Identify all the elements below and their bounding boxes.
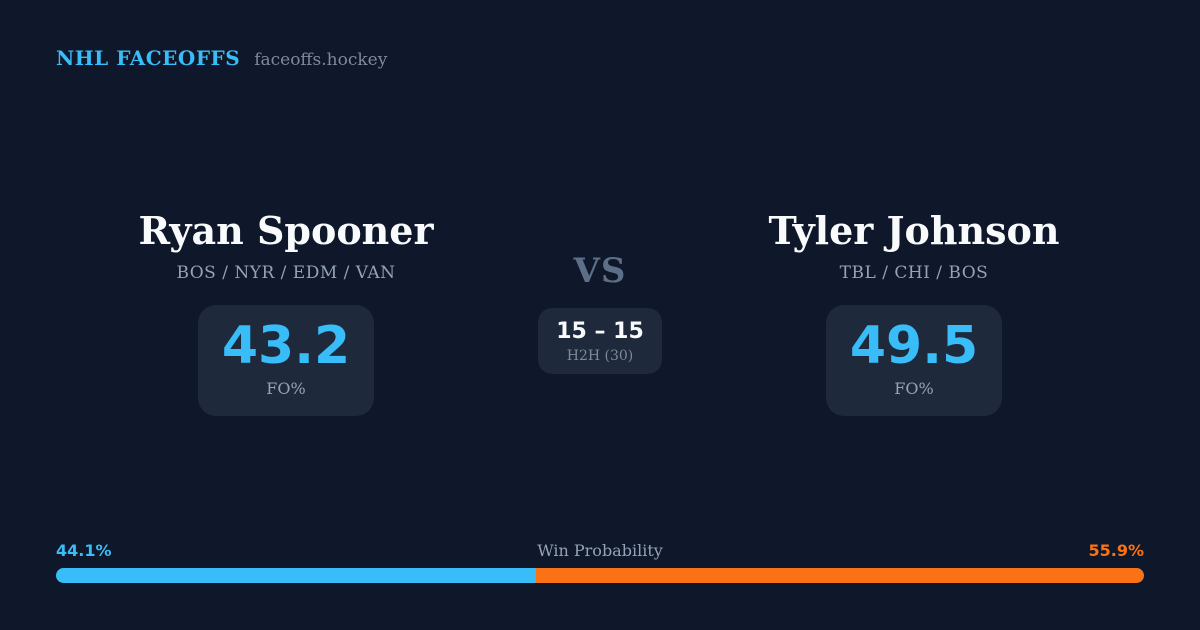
site-domain: faceoffs.hockey — [254, 50, 388, 70]
win-probability-bar — [56, 568, 1144, 583]
fo-label: FO% — [894, 378, 934, 398]
fo-value: 43.2 — [221, 315, 351, 376]
header: NHL FACEOFFS faceoffs.hockey — [56, 46, 387, 70]
player-teams: BOS / NYR / EDM / VAN — [176, 262, 396, 283]
fo-label: FO% — [266, 378, 306, 398]
win-probability-section: 44.1% Win Probability 55.9% — [56, 541, 1144, 583]
player-left: Ryan Spooner BOS / NYR / EDM / VAN 43.2 … — [56, 210, 516, 416]
player-name: Tyler Johnson — [768, 208, 1060, 253]
win-probability-left-pct: 44.1% — [56, 541, 112, 560]
matchup-center: VS 15 – 15 H2H (30) — [516, 210, 684, 375]
player-right: Tyler Johnson TBL / CHI / BOS 49.5 FO% — [684, 210, 1144, 416]
h2h-box: 15 – 15 H2H (30) — [538, 308, 662, 375]
player-name: Ryan Spooner — [138, 208, 434, 253]
h2h-label: H2H (30) — [566, 348, 634, 365]
vs-label: VS — [573, 251, 627, 291]
win-bar-right — [535, 568, 1144, 583]
player-teams: TBL / CHI / BOS — [839, 262, 989, 283]
fo-value: 49.5 — [849, 315, 979, 376]
win-bar-left — [56, 568, 536, 583]
brand-title: NHL FACEOFFS — [56, 46, 241, 70]
win-probability-title: Win Probability — [537, 541, 663, 560]
matchup-row: Ryan Spooner BOS / NYR / EDM / VAN 43.2 … — [56, 210, 1144, 416]
win-probability-right-pct: 55.9% — [1088, 541, 1144, 560]
h2h-score: 15 – 15 — [556, 319, 644, 344]
win-probability-labels: 44.1% Win Probability 55.9% — [56, 541, 1144, 560]
fo-stat-box: 49.5 FO% — [826, 304, 1002, 416]
fo-stat-box: 43.2 FO% — [198, 304, 374, 416]
